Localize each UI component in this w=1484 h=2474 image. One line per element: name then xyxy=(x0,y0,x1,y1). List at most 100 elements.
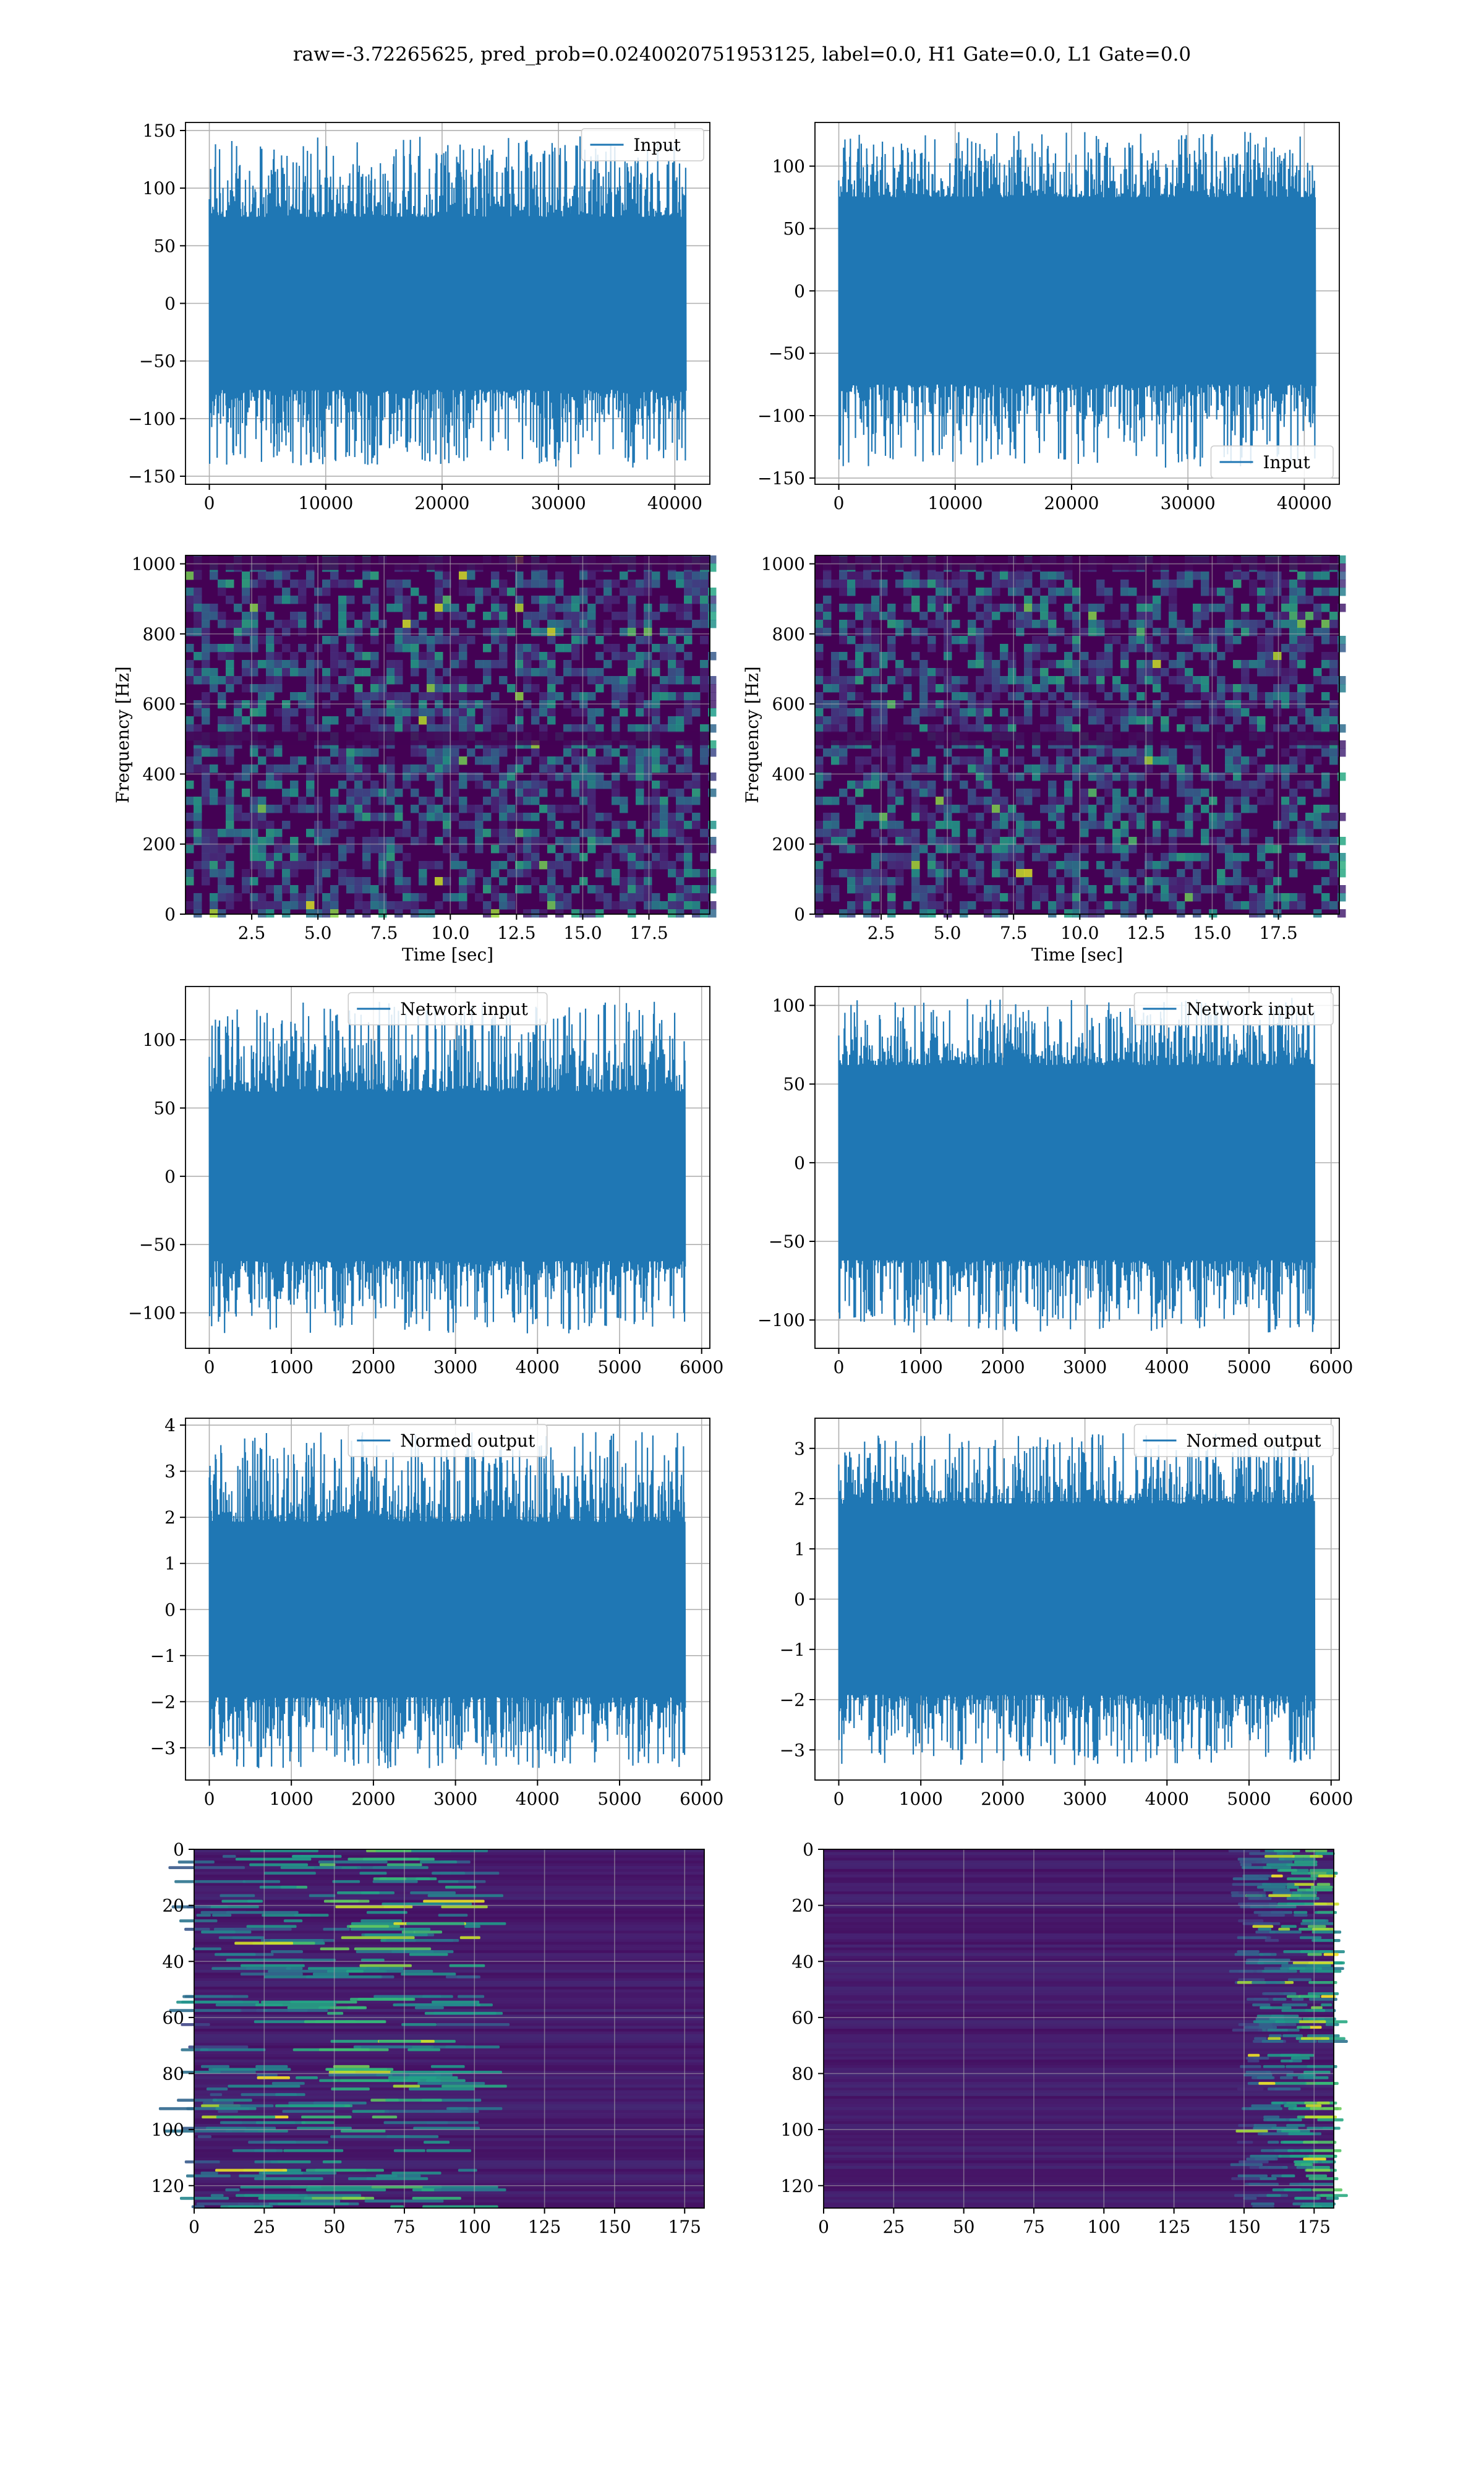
heatmap-cell xyxy=(871,660,880,669)
heatmap-cell xyxy=(1145,668,1153,677)
heatmap-segment xyxy=(1245,2073,1271,2077)
heatmap-segment xyxy=(360,1919,403,1923)
heatmap-cell xyxy=(863,813,872,821)
heatmap-cell xyxy=(1161,805,1169,813)
heatmap-cell xyxy=(847,909,856,918)
heatmap-cell xyxy=(274,853,283,862)
heatmap-cell xyxy=(491,885,500,894)
heatmap-cell xyxy=(952,571,960,580)
heatmap-cell xyxy=(1040,893,1049,902)
heatmap-cell xyxy=(539,781,548,789)
heatmap-segment xyxy=(1258,2166,1272,2169)
y-tick-label: 800 xyxy=(143,624,176,644)
heatmap-cell xyxy=(587,797,596,805)
heatmap-cell xyxy=(823,628,832,636)
heatmap-cell xyxy=(394,668,403,677)
heatmap-cell xyxy=(194,813,202,821)
heatmap-cell xyxy=(330,821,339,829)
heatmap-segment xyxy=(1256,2076,1274,2079)
heatmap-cell xyxy=(887,620,896,628)
heatmap-segment xyxy=(1281,2014,1299,2018)
heatmap-cell xyxy=(242,620,250,628)
heatmap-cell xyxy=(507,588,516,596)
heatmap-cell xyxy=(1024,620,1033,628)
heatmap-cell xyxy=(612,821,620,829)
heatmap-cell xyxy=(202,853,210,862)
heatmap-cell xyxy=(1096,676,1105,685)
heatmap-cell xyxy=(218,652,226,661)
heatmap-cell xyxy=(984,805,992,813)
heatmap-cell xyxy=(1193,853,1201,862)
heatmap-cell xyxy=(266,829,275,837)
heatmap-cell xyxy=(815,724,824,733)
heatmap-cell xyxy=(831,660,840,669)
heatmap-cell xyxy=(475,596,484,604)
heatmap-cell xyxy=(1072,708,1081,717)
heatmap-cell xyxy=(1145,596,1153,604)
heatmap-cell xyxy=(936,596,944,604)
heatmap-row xyxy=(824,1855,1334,1858)
heatmap-cell xyxy=(1080,676,1089,685)
heatmap-row xyxy=(194,2042,704,2046)
heatmap-cell xyxy=(668,571,676,580)
heatmap-cell xyxy=(1265,901,1274,910)
heatmap-cell xyxy=(652,805,660,813)
y-tick-label: −150 xyxy=(757,468,805,489)
heatmap-segment xyxy=(192,1947,221,1951)
heatmap-segment xyxy=(1300,1922,1334,1925)
heatmap-cell xyxy=(612,789,620,797)
heatmap-cell xyxy=(1153,837,1161,845)
heatmap-cell xyxy=(571,668,580,677)
heatmap-cell xyxy=(1241,797,1250,805)
heatmap-cell xyxy=(684,652,693,661)
heatmap-cell xyxy=(684,716,693,725)
heatmap-cell xyxy=(911,636,920,644)
heatmap-row xyxy=(824,1967,1334,1971)
heatmap-cell xyxy=(952,636,960,644)
heatmap-cell xyxy=(1048,901,1057,910)
heatmap-cell xyxy=(218,885,226,894)
heatmap-cell xyxy=(298,668,307,677)
heatmap-segment xyxy=(307,2185,372,2189)
heatmap-cell xyxy=(1281,724,1290,733)
heatmap-cell xyxy=(547,668,556,677)
heatmap-cell xyxy=(1193,716,1201,725)
heatmap-cell xyxy=(330,797,339,805)
heatmap-cell xyxy=(628,676,636,685)
heatmap-cell xyxy=(1249,756,1258,765)
heatmap-segment xyxy=(328,2070,404,2074)
heatmap-cell xyxy=(338,612,347,620)
heatmap-cell xyxy=(547,628,556,636)
axes-frame xyxy=(823,1849,1334,2209)
heatmap-cell xyxy=(927,829,936,837)
heatmap-cell xyxy=(1337,748,1346,757)
heatmap-cell xyxy=(242,628,250,636)
heatmap-row xyxy=(824,2141,1334,2144)
heatmap-segment xyxy=(1245,1894,1266,1898)
heatmap-cell xyxy=(847,708,856,717)
heatmap-row xyxy=(194,1857,704,1861)
heatmap-cell xyxy=(435,781,443,789)
heatmap-cell xyxy=(692,869,701,878)
heatmap-segment xyxy=(211,1967,291,1971)
heatmap-row xyxy=(194,2157,704,2161)
heatmap-segment xyxy=(220,1894,255,1898)
heatmap-segment xyxy=(1261,1914,1284,1917)
heatmap-cell xyxy=(1088,660,1097,669)
x-tick-label: 30000 xyxy=(1161,493,1216,513)
heatmap-cell xyxy=(1161,773,1169,781)
heatmap-row xyxy=(824,2079,1334,2082)
heatmap-cell xyxy=(992,756,1000,765)
heatmap-cell xyxy=(475,588,484,596)
x-tick-label: 0 xyxy=(204,493,215,513)
heatmap-cell xyxy=(684,805,693,813)
heatmap-segment xyxy=(247,1899,260,1903)
heatmap-cell xyxy=(226,684,234,693)
y-tick-label: 1 xyxy=(794,1539,805,1559)
heatmap-cell xyxy=(1008,773,1017,781)
heatmap-cell xyxy=(1120,684,1129,693)
heatmap-cell xyxy=(338,756,347,765)
heatmap-cell xyxy=(282,845,291,854)
heatmap-cell xyxy=(992,612,1000,620)
heatmap-segment xyxy=(1310,1885,1333,1889)
